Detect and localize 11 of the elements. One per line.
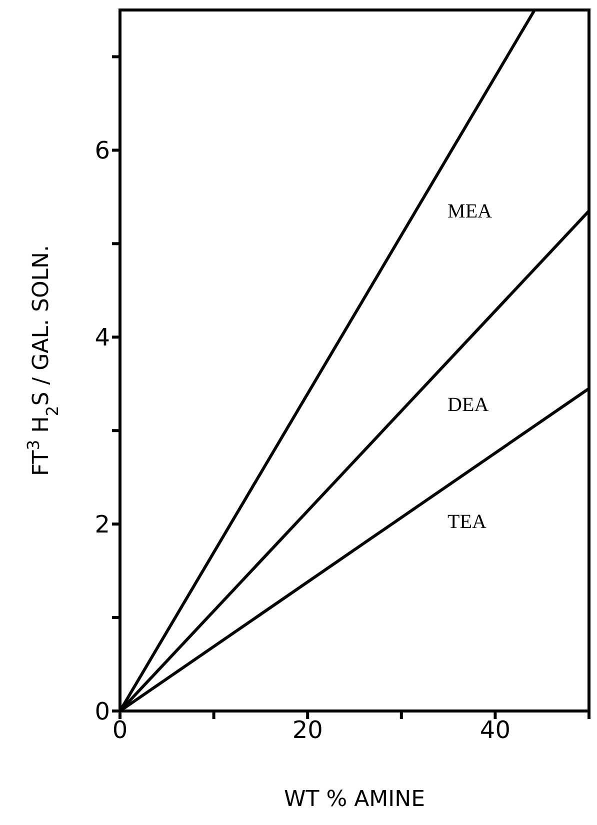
y-tick-label: 6 (94, 136, 110, 165)
y-tick-label: 2 (94, 510, 110, 539)
series-label: MEA (448, 200, 493, 223)
series-label: DEA (448, 394, 490, 416)
y-tick-label: 0 (94, 698, 110, 726)
x-tick-label: 0 (112, 716, 128, 744)
x-tick-label: 20 (292, 716, 323, 744)
x-axis-title: WT % AMINE (284, 787, 425, 812)
series-label: TEA (448, 511, 487, 534)
x-tick-label: 40 (480, 716, 510, 744)
y-tick-label: 4 (94, 324, 110, 352)
